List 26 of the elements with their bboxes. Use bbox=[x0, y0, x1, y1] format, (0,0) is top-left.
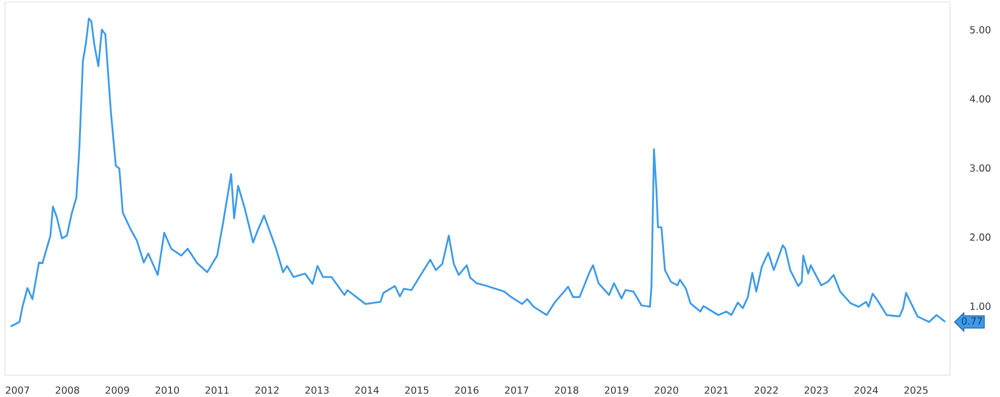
x-tick-label: 2016 bbox=[455, 386, 479, 394]
x-tick-label: 2014 bbox=[355, 386, 379, 394]
x-tick-label: 2007 bbox=[6, 386, 30, 394]
x-tick-label: 2017 bbox=[505, 386, 528, 394]
y-tick-label: 4.00 bbox=[970, 95, 990, 103]
x-tick-label: 2022 bbox=[754, 386, 778, 394]
x-tick-label: 2024 bbox=[854, 386, 878, 394]
y-tick-label: 3.00 bbox=[970, 164, 990, 172]
y-tick-label: 5.00 bbox=[970, 26, 990, 34]
x-tick-label: 2010 bbox=[156, 386, 179, 394]
x-tick-label: 2013 bbox=[305, 386, 329, 394]
x-tick-label: 2019 bbox=[604, 386, 628, 394]
x-tick-label: 2012 bbox=[255, 386, 278, 394]
x-tick-label: 2020 bbox=[654, 386, 678, 394]
x-tick-label: 2008 bbox=[56, 386, 80, 394]
y-tick-label: 1.00 bbox=[970, 302, 990, 310]
line-series bbox=[10, 18, 946, 328]
x-tick-label: 2011 bbox=[206, 386, 229, 394]
x-tick-label: 2015 bbox=[405, 386, 428, 394]
y-tick-label: 2.00 bbox=[970, 233, 990, 241]
x-tick-label: 2021 bbox=[704, 386, 728, 394]
annotation: 0.77 bbox=[962, 317, 982, 325]
x-tick-label: 2023 bbox=[804, 386, 828, 394]
x-tick-label: 2018 bbox=[554, 386, 578, 394]
x-tick-label: 2009 bbox=[106, 386, 130, 394]
x-tick-label: 2025 bbox=[904, 386, 928, 394]
